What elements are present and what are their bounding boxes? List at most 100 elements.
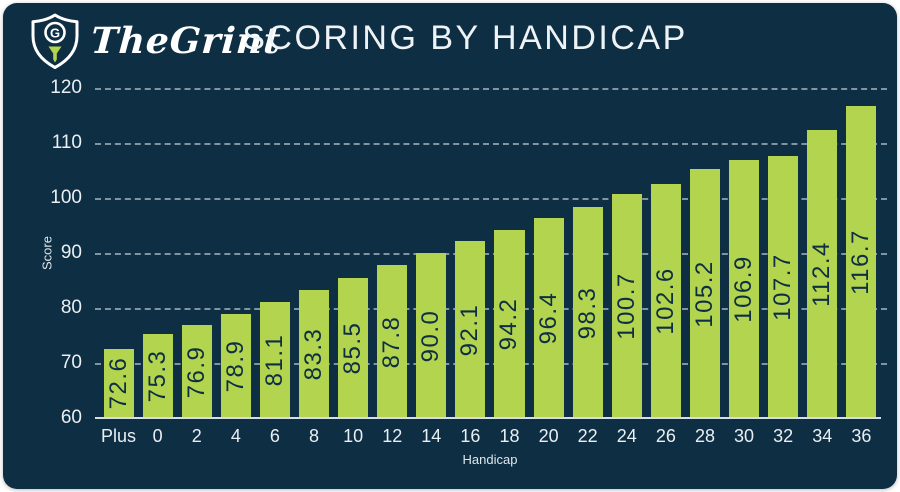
bar-slot: 87.8 bbox=[373, 88, 412, 418]
bar-value-label: 81.1 bbox=[260, 333, 288, 387]
x-tick-label: 22 bbox=[577, 426, 598, 446]
x-axis-line bbox=[95, 417, 881, 419]
bar-value-label: 92.1 bbox=[456, 303, 484, 357]
bar-value-label: 94.2 bbox=[495, 297, 523, 351]
plot-area: 60 70 80 90 100 110 120 72.6 75.3 76.9 78.9 81.1 83… bbox=[40, 77, 887, 467]
gridline bbox=[95, 143, 887, 145]
bar-value-label: 83.3 bbox=[300, 327, 328, 381]
bar-slot: 94.2 bbox=[490, 88, 529, 418]
bar: 72.6 bbox=[103, 348, 134, 418]
bar-value-label: 78.9 bbox=[221, 339, 249, 393]
bar-slot: 92.1 bbox=[451, 88, 490, 418]
bar-slot: 100.7 bbox=[607, 88, 646, 418]
bar-value-label: 72.6 bbox=[104, 356, 132, 410]
y-tick-label: 80 bbox=[60, 297, 82, 318]
bar-value-label: 112.4 bbox=[808, 241, 836, 307]
bar: 78.9 bbox=[220, 314, 251, 418]
y-tick-label: 110 bbox=[51, 132, 82, 153]
bar-value-label: 107.7 bbox=[769, 253, 797, 321]
bar-slot: 85.5 bbox=[334, 88, 373, 418]
bar-slot: 75.3 bbox=[138, 88, 177, 418]
bar: 116.7 bbox=[846, 106, 877, 418]
bar: 102.6 bbox=[650, 183, 681, 418]
bar: 100.7 bbox=[611, 194, 642, 418]
golf-tee-shape bbox=[48, 46, 62, 63]
bar: 85.5 bbox=[338, 277, 369, 418]
bar-slot: 102.6 bbox=[646, 88, 685, 418]
bar: 112.4 bbox=[807, 129, 838, 418]
x-tick-label: 14 bbox=[421, 426, 442, 446]
bar-slot: 90.0 bbox=[412, 88, 451, 418]
y-tick-label: 60 bbox=[60, 407, 82, 428]
bar-value-label: 98.3 bbox=[573, 286, 601, 340]
gridline bbox=[95, 253, 887, 255]
bar-value-label: 90.0 bbox=[417, 309, 445, 362]
x-tick-label: 8 bbox=[309, 426, 320, 446]
x-tick-label: 32 bbox=[773, 426, 794, 446]
gridline bbox=[95, 363, 887, 365]
bar-slot: 112.4 bbox=[803, 88, 842, 418]
bar: 75.3 bbox=[142, 333, 173, 418]
gridline bbox=[95, 198, 887, 200]
bar-slot: 81.1 bbox=[255, 88, 294, 418]
y-tick-label: 90 bbox=[60, 242, 82, 263]
bar-value-label: 106.9 bbox=[730, 255, 758, 323]
bar: 83.3 bbox=[298, 289, 330, 418]
bar-value-label: 116.7 bbox=[847, 229, 875, 295]
x-tick-label: 18 bbox=[499, 426, 520, 446]
x-tick-label: 24 bbox=[616, 426, 637, 446]
x-tick-label: 2 bbox=[191, 426, 202, 446]
bar: 107.7 bbox=[768, 155, 799, 418]
x-tick-label: 10 bbox=[343, 426, 364, 446]
bar-slot: 78.9 bbox=[216, 88, 255, 418]
bar-slot: 83.3 bbox=[294, 88, 333, 418]
x-tick-label: 20 bbox=[538, 426, 559, 446]
x-tick-label: 16 bbox=[460, 426, 481, 446]
bar: 94.2 bbox=[494, 229, 525, 418]
bars-container: 72.6 75.3 76.9 78.9 81.1 83.3 85.5 87.8 90.0 92.1… bbox=[99, 88, 881, 418]
x-axis-label: Handicap bbox=[462, 452, 518, 467]
x-tick-label: 12 bbox=[382, 426, 403, 446]
gridline bbox=[95, 88, 887, 90]
y-tick-label: 100 bbox=[50, 187, 82, 208]
gridline bbox=[95, 308, 887, 310]
x-tick-label: 26 bbox=[655, 426, 676, 446]
chart-title: SCORING BY HANDICAP bbox=[242, 19, 688, 57]
x-tick-label: 4 bbox=[230, 426, 241, 446]
scoring-chart-card: G TheGrint SCORING BY HANDICAP 60 70 80 90 1… bbox=[3, 3, 897, 489]
y-axis-label: Score bbox=[39, 236, 55, 270]
bar: 92.1 bbox=[455, 241, 486, 418]
bar-value-label: 105.2 bbox=[690, 259, 718, 328]
bar-value-label: 76.9 bbox=[182, 345, 210, 398]
bar: 106.9 bbox=[729, 160, 760, 418]
bar-slot: 76.9 bbox=[177, 88, 216, 418]
bar-value-label: 85.5 bbox=[339, 321, 367, 375]
bar-value-label: 96.4 bbox=[534, 291, 562, 345]
x-tick-label: 34 bbox=[812, 426, 833, 446]
bar: 87.8 bbox=[377, 265, 408, 418]
thegrint-logo: G TheGrint bbox=[28, 12, 283, 70]
bar-slot: 107.7 bbox=[764, 88, 803, 418]
x-tick-label: 28 bbox=[694, 426, 715, 446]
bar-value-label: 75.3 bbox=[143, 349, 171, 403]
y-tick-label: 70 bbox=[60, 352, 82, 373]
bar-slot: 105.2 bbox=[685, 88, 724, 418]
x-tick-label: Plus bbox=[101, 426, 137, 446]
bar: 98.3 bbox=[572, 207, 603, 418]
bar: 81.1 bbox=[259, 301, 290, 418]
bar-slot: 72.6 bbox=[99, 88, 138, 418]
x-tick-label: 6 bbox=[269, 426, 280, 446]
bar: 105.2 bbox=[689, 169, 720, 418]
bar-value-label: 100.7 bbox=[612, 272, 640, 340]
bar: 90.0 bbox=[416, 253, 447, 418]
shield-golf-tee-icon: G bbox=[31, 13, 79, 69]
y-tick-label: 120 bbox=[50, 77, 82, 98]
bar: 76.9 bbox=[181, 325, 212, 418]
x-tick-label: 36 bbox=[851, 426, 872, 446]
bar-value-label: 87.8 bbox=[378, 315, 406, 368]
bar-value-label: 102.6 bbox=[651, 267, 679, 335]
x-tick-label: 0 bbox=[152, 426, 163, 446]
logo-monogram: G bbox=[50, 26, 60, 41]
bar-slot: 98.3 bbox=[568, 88, 607, 418]
bar: 96.4 bbox=[533, 217, 564, 418]
